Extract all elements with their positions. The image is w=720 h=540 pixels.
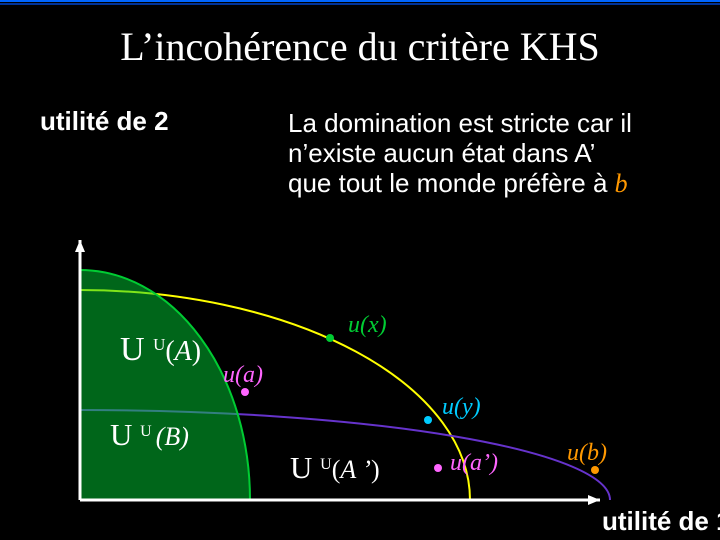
point-u_b: [591, 466, 599, 474]
x-axis-label: utilité de 1: [602, 506, 720, 536]
point-u_x: [326, 334, 334, 342]
label-u_b: u(b): [567, 440, 607, 466]
point-u_aprime: [434, 464, 442, 472]
slide-title: L’incohérence du critère KHS: [120, 24, 599, 69]
set-label-uaprime: U U(A ’): [290, 450, 380, 485]
label-u_aprime: u(a’): [450, 450, 498, 476]
label-u_y: u(y): [442, 394, 481, 420]
label-u_x: u(x): [348, 312, 387, 338]
paragraph-text: La domination est stricte car iln’existe…: [288, 108, 632, 198]
point-u_y: [424, 416, 432, 424]
label-u_a: u(a): [223, 362, 263, 388]
y-axis-label: utilité de 2: [40, 106, 169, 136]
point-u_a: [241, 388, 249, 396]
